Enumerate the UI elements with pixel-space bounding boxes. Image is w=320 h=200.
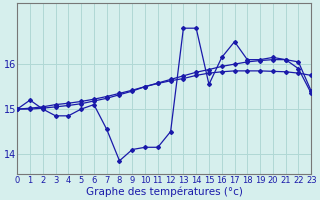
X-axis label: Graphe des températures (°c): Graphe des températures (°c) <box>86 186 243 197</box>
